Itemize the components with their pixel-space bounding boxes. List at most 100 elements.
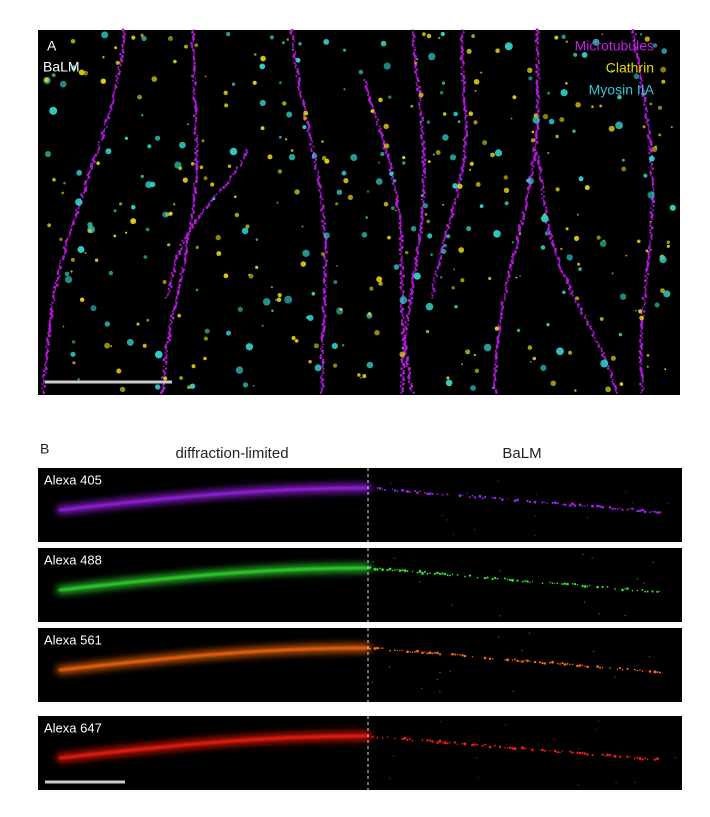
microtubule-dot <box>650 237 653 240</box>
background-spot <box>476 757 478 759</box>
microtubule-dot <box>76 210 80 215</box>
clathrin-spot <box>414 61 418 65</box>
clathrin-spot <box>339 308 343 311</box>
microtubule-dot <box>524 206 528 210</box>
balm-localization <box>636 589 639 592</box>
microtubule-dot <box>101 136 105 140</box>
microtubule-dot <box>319 200 322 203</box>
microtubule-dot <box>394 184 396 187</box>
balm-localization <box>544 749 546 752</box>
clathrin-spot <box>405 250 409 255</box>
balm-localization <box>611 507 614 510</box>
microtubule-dot <box>317 171 320 174</box>
microtubule-dot <box>535 136 538 139</box>
microtubule-dot <box>322 310 325 313</box>
myosin-spot <box>401 346 405 349</box>
microtubule-dot <box>175 297 178 300</box>
microtubule-dot <box>420 127 423 130</box>
microtubule-dot <box>464 116 467 119</box>
clathrin-spot <box>80 297 85 302</box>
balm-localization <box>616 507 619 510</box>
microtubule-dot <box>420 206 424 210</box>
microtubule-dot <box>292 37 295 41</box>
balm-localization <box>596 585 599 589</box>
microtubule-dot <box>551 243 555 247</box>
microtubule-dot <box>407 312 410 315</box>
clathrin-spot <box>410 104 414 108</box>
microtubule-dot <box>437 268 439 271</box>
microtubule-dot <box>639 360 642 364</box>
microtubule-dot <box>531 167 533 170</box>
microtubule-dot <box>530 173 534 177</box>
microtubule-dot <box>611 380 614 383</box>
microtubule-dot <box>50 314 54 318</box>
microtubule-dot <box>190 44 194 47</box>
microtubule-dot <box>412 37 415 40</box>
microtubule-dot <box>537 55 540 58</box>
myosin-spot <box>361 232 368 238</box>
microtubule-dot <box>550 234 554 238</box>
balm-localization <box>586 665 589 669</box>
microtubule-dot <box>401 261 404 264</box>
microtubule-dot <box>522 213 526 216</box>
balm-localization <box>416 649 419 653</box>
myosin-spot <box>454 305 458 309</box>
microtubule-dot <box>195 171 198 174</box>
balm-localization <box>431 492 434 495</box>
microtubule-dot <box>112 97 115 100</box>
microtubule-dot <box>55 283 59 287</box>
balm-localization <box>506 658 509 662</box>
balm-localization <box>533 660 537 664</box>
myosin-spot <box>446 234 451 239</box>
microtubule-dot <box>193 88 196 91</box>
balm-localization <box>631 589 634 592</box>
microtubule-dot <box>406 316 410 320</box>
balm-localization <box>626 508 629 511</box>
myosin-spot <box>331 342 338 350</box>
myosin-spot <box>466 226 472 232</box>
microtubule-dot <box>420 110 423 113</box>
microtubule-dot <box>174 259 177 262</box>
microtubule-dot <box>322 384 325 388</box>
microtubule-dot <box>460 66 463 69</box>
microtubule-dot <box>201 210 204 213</box>
balm-localization <box>658 511 662 514</box>
balm-localization <box>426 492 429 496</box>
balm-localization <box>636 756 639 759</box>
microtubule-dot <box>574 301 577 304</box>
microtubule-dot <box>535 140 539 144</box>
microtubule-dot <box>647 145 650 148</box>
balm-localization <box>563 663 567 666</box>
microtubule-dot <box>53 285 57 289</box>
microtubule-dot <box>537 31 540 34</box>
microtubule-dot <box>400 288 403 291</box>
microtubule-dot <box>532 165 535 168</box>
balm-localization <box>573 504 577 507</box>
microtubule-dot <box>193 186 197 190</box>
clathrin-spot <box>465 349 471 355</box>
clathrin-spot <box>638 309 643 314</box>
microtubule-dot <box>192 55 195 58</box>
balm-localization <box>378 487 382 490</box>
microtubule-dot <box>193 73 196 75</box>
clathrin-spot <box>542 113 549 120</box>
microtubule-dot <box>416 246 419 249</box>
myosin-spot <box>457 120 461 123</box>
microtubule-dot <box>164 296 167 299</box>
microtubule-dot <box>408 371 412 375</box>
microtubule-dot <box>170 285 173 288</box>
microtubule-dot <box>401 314 404 317</box>
microtubule-dot <box>45 354 48 357</box>
clathrin-spot <box>190 162 195 166</box>
balm-localization <box>438 653 442 656</box>
microtubule-dot <box>645 268 649 272</box>
microtubule-dot <box>170 321 173 324</box>
microtubule-dot <box>193 99 197 102</box>
microtubule-dot <box>185 246 188 249</box>
background-spot <box>466 492 469 494</box>
microtubule-dot <box>650 162 654 166</box>
myosin-spot <box>452 183 458 189</box>
microtubule-dot <box>381 138 384 141</box>
microtubule-dot <box>494 369 498 373</box>
microtubule-dot <box>535 129 538 133</box>
